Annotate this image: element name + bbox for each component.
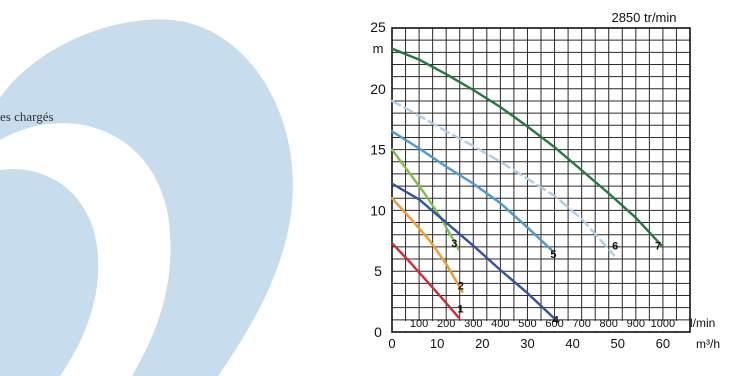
series-label-7: 7 [655,240,661,252]
x-primary-tick-label: 100 [410,318,428,330]
y-tick-label: 10 [370,202,386,218]
chart-title: 2850 tr/min [611,10,676,25]
x-primary-tick-label: 200 [437,318,455,330]
x-axis-primary-unit-label: l/min [690,316,715,330]
x-secondary-tick-label: 0 [388,336,395,351]
series-line-7 [390,47,665,249]
x-secondary-tick-label: 50 [611,336,625,351]
x-primary-tick-label: 800 [600,318,618,330]
decorative-swoosh-inner [0,169,99,376]
series-line-2 [390,197,464,294]
y-tick-label: 20 [370,81,386,97]
y-tick-label: 5 [374,263,382,279]
series-label-5: 5 [550,249,556,261]
plot-frame [391,27,691,333]
x-secondary-tick-label: 20 [475,336,489,351]
x-primary-tick-label: 400 [491,318,509,330]
x-primary-tick-label: 500 [518,318,536,330]
side-panel-text: es chargés [0,109,54,124]
x-secondary-tick-label: 30 [520,336,534,351]
x-primary-tick-label: 900 [627,318,645,330]
y-tick-label: 25 [370,19,386,35]
y-axis-unit-label: m [373,41,384,56]
x-primary-tick-label: 1000 [651,318,675,330]
x-axis-secondary-unit-label: m³/h [696,337,720,351]
chart-grid [391,27,691,333]
x-primary-tick-label: 700 [572,318,590,330]
series-line-5 [390,130,555,253]
decorative-swoosh [0,19,293,376]
x-primary-tick-label: 600 [545,318,563,330]
chart-series-layer: 1 2 3 4 5 6 7 [390,47,665,326]
x-secondary-tick-label: 40 [565,336,579,351]
x-secondary-tick-label: 60 [656,336,670,351]
series-line-1 [390,242,460,319]
x-tick-label-band [396,321,686,331]
series-label-6: 6 [612,240,618,252]
series-label-3: 3 [451,238,457,250]
x-secondary-tick-label: 10 [430,336,444,351]
series-label-1: 1 [457,304,463,316]
series-line-4 [390,182,556,320]
y-tick-label: 0 [374,324,382,340]
series-label-4: 4 [553,314,560,326]
series-label-2: 2 [458,280,464,292]
y-tick-label: 15 [370,142,386,158]
series-line-6 [390,99,616,257]
series-line-3 [390,148,460,251]
x-primary-tick-label: 300 [464,318,482,330]
